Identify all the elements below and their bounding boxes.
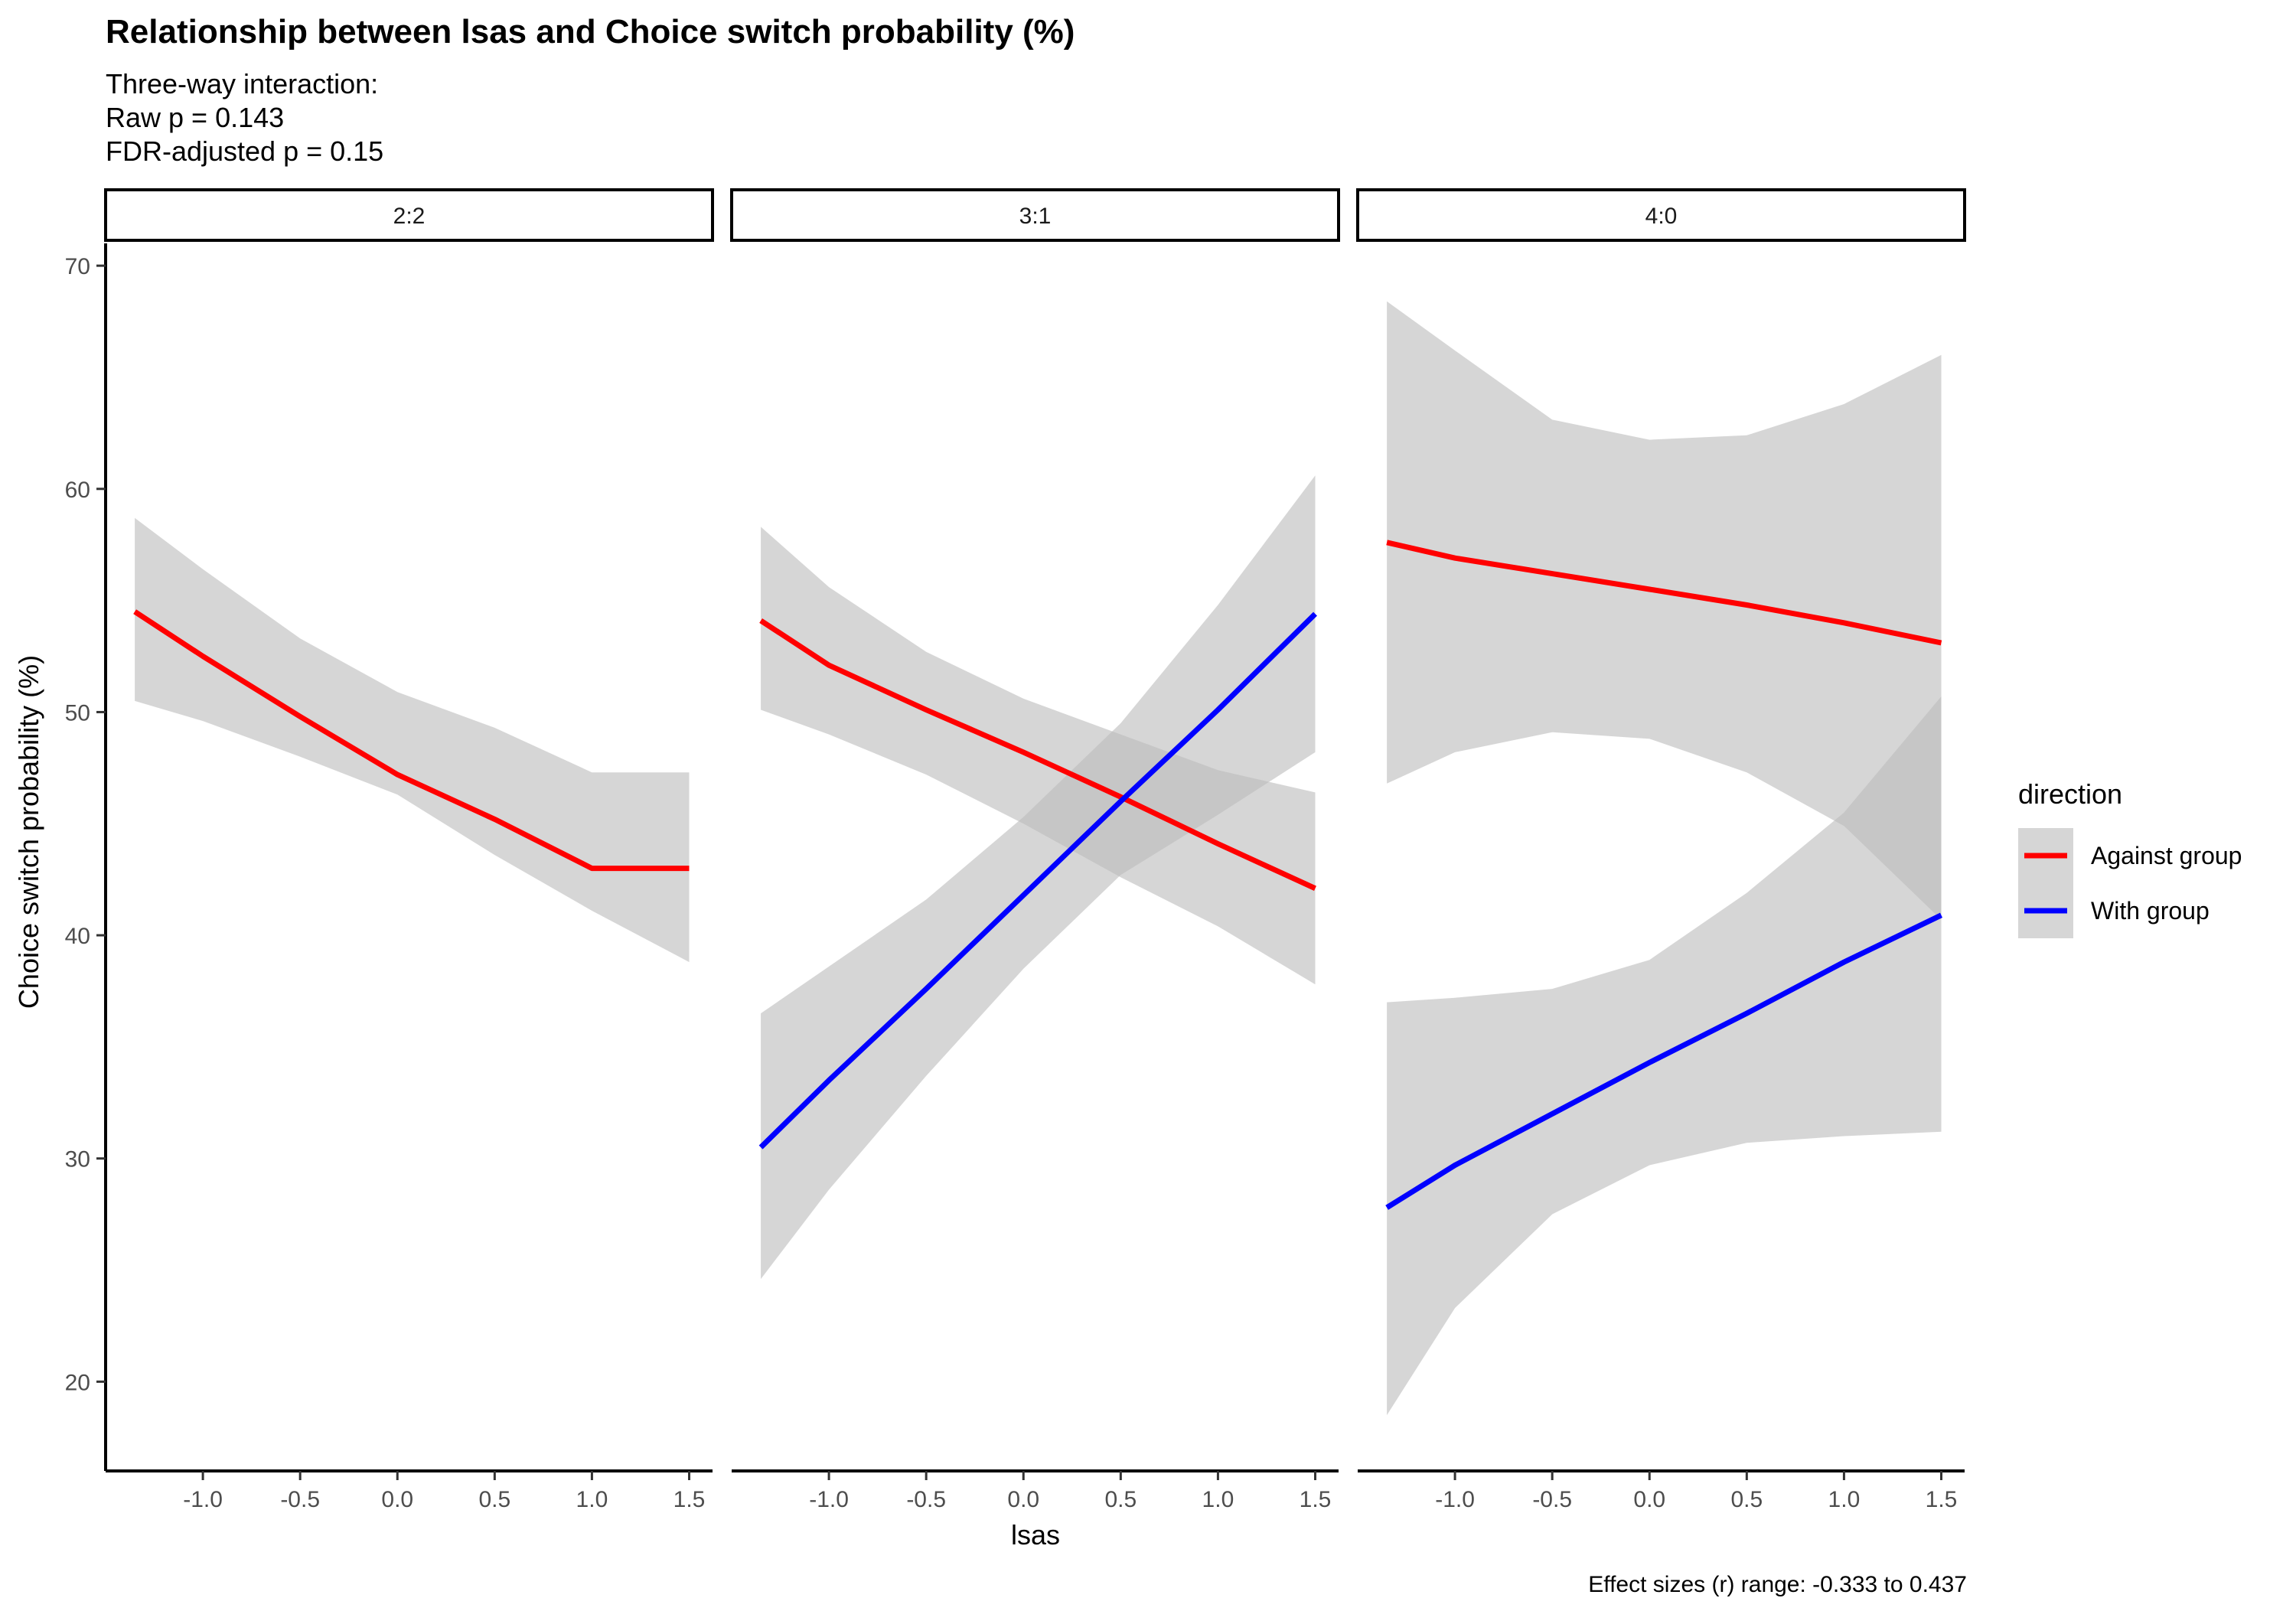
legend-label: Against group (2091, 842, 2242, 869)
facet-strip-label: 4:0 (1645, 204, 1678, 229)
series-line-against-group (759, 618, 1316, 891)
x-tick-label: -0.5 (1532, 1487, 1572, 1512)
confidence-ribbon (1387, 301, 1942, 920)
x-tick-label: -0.5 (280, 1487, 320, 1512)
facet-panel-2-2: 2:2 -1.0 -0.5 0.0 0.5 1.0 1.5 20 30 40 50 60 70 (65, 188, 714, 1512)
chart-caption: Effect sizes (r) range: -0.333 to 0.437 (1588, 1572, 1967, 1597)
x-tick-label: 1.5 (673, 1487, 706, 1512)
x-tick-label: -1.0 (183, 1487, 223, 1512)
series-line-with-group (1385, 912, 1943, 1210)
y-tick-label: 40 (65, 924, 90, 949)
y-tick-label: 20 (65, 1370, 90, 1395)
x-tick-label: 0.0 (381, 1487, 413, 1512)
x-axis-title: lsas (1011, 1519, 1060, 1551)
confidence-ribbon (761, 527, 1316, 985)
x-tick-label: -1.0 (1435, 1487, 1475, 1512)
y-tick-label: 30 (65, 1147, 90, 1172)
x-tick-label: 1.5 (1926, 1487, 1958, 1512)
facet-strip (1356, 188, 1966, 242)
legend-label: With group (2091, 897, 2210, 925)
x-tick-label: -1.0 (809, 1487, 849, 1512)
facet-strip (730, 188, 1340, 242)
x-tick-label: 0.5 (478, 1487, 510, 1512)
y-axis-title: Choice switch probability (%) (13, 655, 44, 1009)
x-tick-label: 1.0 (576, 1487, 608, 1512)
series-line-against-group (1386, 540, 1942, 646)
y-tick-label: 70 (65, 254, 90, 279)
legend: direction Against group With group (2018, 778, 2242, 938)
x-tick-label: 0.0 (1007, 1487, 1039, 1512)
x-tick-label: 0.5 (1730, 1487, 1763, 1512)
chart-title: Relationship between lsas and Choice swi… (106, 13, 1075, 51)
chart-subtitle: Three-way interaction:Raw p = 0.143FDR-a… (106, 68, 383, 167)
confidence-ribbon (761, 475, 1316, 1280)
facet-strip (104, 188, 714, 242)
y-tick-label: 60 (65, 478, 90, 503)
x-tick-label: -0.5 (906, 1487, 946, 1512)
x-tick-label: 0.0 (1633, 1487, 1665, 1512)
subtitle-line: FDR-adjusted p = 0.15 (106, 135, 383, 167)
subtitle-line: Raw p = 0.143 (106, 102, 284, 133)
series-line-against-group (133, 609, 690, 872)
legend-title: direction (2018, 778, 2122, 810)
x-tick-label: 0.5 (1104, 1487, 1137, 1512)
facet-panel-3-1: 3:1 -1.0 -0.5 0.0 0.5 1.0 1.5 (730, 188, 1340, 1512)
x-tick-label: 1.0 (1202, 1487, 1234, 1512)
confidence-ribbon (135, 517, 690, 963)
x-tick-label: 1.5 (1300, 1487, 1332, 1512)
subtitle-line: Three-way interaction: (106, 68, 378, 99)
x-tick-label: 1.0 (1828, 1487, 1861, 1512)
y-tick-label: 50 (65, 700, 90, 726)
facet-strip-label: 3:1 (1019, 204, 1052, 229)
facet-panels: 2:2 -1.0 -0.5 0.0 0.5 1.0 1.5 20 30 40 50 60 70 3:1 -1… (65, 188, 1966, 1512)
series-line-with-group (758, 611, 1317, 1150)
facet-strip-label: 2:2 (393, 204, 426, 229)
facet-panel-4-0: 4:0 -1.0 -0.5 0.0 0.5 1.0 1.5 (1356, 188, 1966, 1512)
